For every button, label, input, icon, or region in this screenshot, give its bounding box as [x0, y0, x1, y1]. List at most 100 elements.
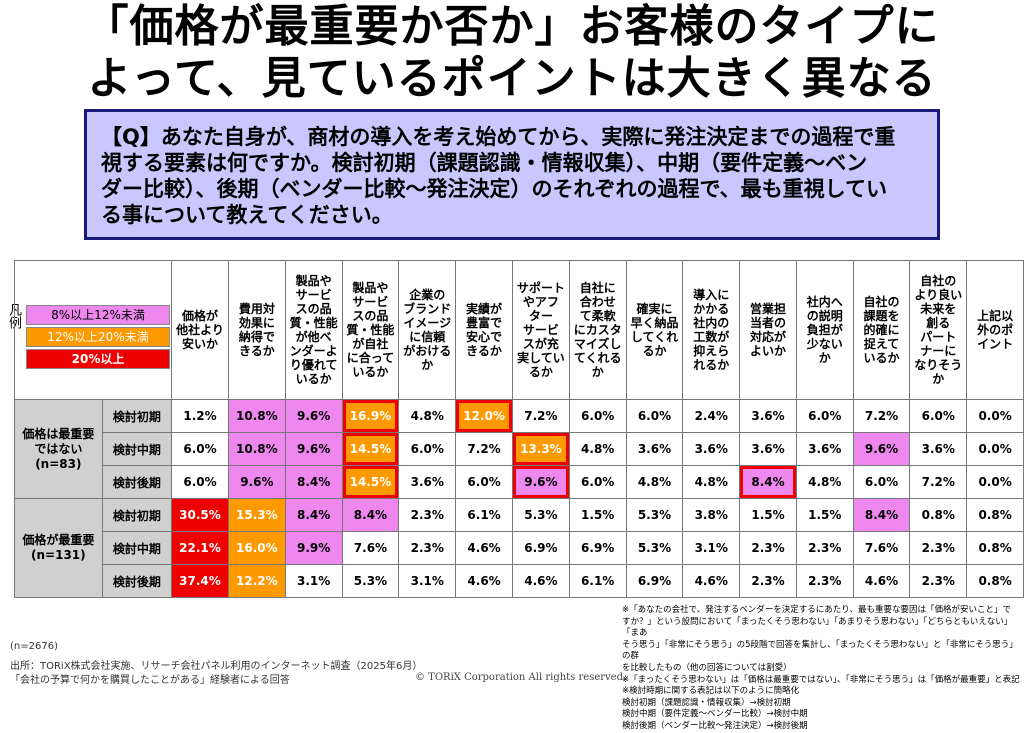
- column-header-line: やアフ: [522, 295, 559, 309]
- column-header-line: ター: [528, 309, 553, 323]
- column-header-line: 捉えて: [863, 337, 900, 351]
- value-cell: 3.6%: [795, 432, 854, 466]
- footnote-line: を比較したもの（他の回答については割愛）: [622, 662, 792, 673]
- stage-label: 検討初期: [101, 399, 173, 433]
- header-blank: [13, 260, 173, 400]
- column-header-line: 質・性能: [346, 323, 395, 337]
- column-header-line: り優れて: [289, 358, 338, 372]
- value-cell: 2.3%: [795, 531, 854, 565]
- value-cell: 4.6%: [455, 564, 513, 598]
- value-cell: 0.8%: [966, 498, 1024, 532]
- column-header-line: パート: [920, 330, 957, 344]
- column-header-line: 抑えら: [693, 344, 730, 358]
- footer-source: (n=2676) 出所：TORiX株式会社実施、リサーチ会社パネル利用のインター…: [10, 640, 422, 688]
- value-cell: 6.9%: [511, 531, 570, 565]
- value-cell: 6.1%: [568, 564, 627, 598]
- value-cell: 1.2%: [171, 399, 229, 433]
- column-header-line: れるか: [693, 358, 730, 372]
- column-header-line: 上記以: [977, 309, 1014, 323]
- value-cell: 3.6%: [739, 432, 797, 466]
- value-cell: 4.6%: [852, 564, 911, 598]
- column-header-line: 的確に: [863, 323, 900, 337]
- footnote-line: 検討後期（ベンダー比較〜発注決定）→検討後期: [622, 720, 808, 731]
- column-header-line: 早く納品: [630, 316, 679, 330]
- footnote-line: ※「あなたの会社で、発注するベンダーを決定するにあたり、最も重要な要因は「価格が…: [622, 605, 1011, 615]
- column-header-line: 質・性能: [289, 316, 338, 330]
- column-header: 価格が 他社より 安いか: [171, 260, 229, 400]
- footnote-line: ※「まったくそう思わない」は「価格は最重要ではない」、「非常にそう思う」は「価格…: [622, 674, 1020, 685]
- table-row: 価格が最重要 (n=131) 検討初期 30.5% 15.3% 8.4% 8.4% 2.3% 6…: [14, 498, 1024, 598]
- column-header-line: 安心で: [466, 330, 503, 344]
- column-header-line: イント: [977, 337, 1014, 351]
- group-label-line: ではない: [34, 441, 83, 456]
- stage-label: 検討後期: [101, 564, 173, 598]
- footnote-line: すか？」という設問において「まったくそう思わない」「あまりそう思わない」「どちら…: [622, 616, 1013, 639]
- stage-label: 検討中期: [101, 531, 173, 565]
- column-header-line: 少ない: [806, 337, 843, 351]
- value-cell: 1.5%: [795, 498, 854, 532]
- footnote-line: 検討初期（課題認識・情報収集）→検討初期: [622, 697, 791, 708]
- value-cell: 9.6%: [284, 399, 343, 433]
- column-header-line: 他社より: [176, 323, 224, 337]
- column-header-line: 豊富で: [466, 316, 503, 330]
- column-header-line: にカスタ: [573, 323, 622, 337]
- column-header: 自社に 合わせ て柔軟 にカスタ マイズし てくれるか: [568, 260, 627, 400]
- column-header-line: してくれ: [630, 330, 679, 344]
- value-cell: 6.0%: [171, 432, 229, 466]
- column-header-line: 実績が: [466, 302, 503, 316]
- value-cell: 3.1%: [284, 564, 343, 598]
- value-cell: 5.3%: [341, 564, 400, 598]
- value-cell: 7.2%: [455, 432, 513, 466]
- column-header-line: 効果に: [238, 316, 275, 330]
- column-header-line: きるか: [238, 344, 275, 358]
- value-cell: 6.0%: [171, 465, 229, 499]
- value-cell: 0.0%: [966, 432, 1024, 466]
- group-label: 価格が最重要 (n=131): [14, 498, 103, 598]
- value-cell: 9.6%: [284, 432, 343, 466]
- column-header-line: サポート: [516, 281, 565, 295]
- column-header-line: なりそう: [914, 358, 963, 372]
- value-cell: 6.0%: [625, 399, 684, 433]
- value-cell: 3.1%: [682, 531, 741, 565]
- table-row: 価格は最重要 ではない (n=83) 検討初期 1.2% 10.8% 9.6% 16.9% 4.…: [14, 399, 1024, 499]
- column-header-line: イメージ: [403, 316, 452, 330]
- value-cell: 2.3%: [909, 564, 968, 598]
- value-cell: 6.0%: [568, 399, 627, 433]
- column-header-line: 課題を: [863, 309, 900, 323]
- value-cell: 8.4%: [284, 498, 343, 532]
- results-table: 価格が 他社より 安いか 費用対 効果に 納得で きるか 製品や サービ スの品 質・性能 が他ベ ンダ…: [13, 260, 1024, 598]
- column-header: 確実に 早く納品 してくれ るか: [625, 260, 684, 400]
- value-cell: 13.3%: [511, 432, 570, 466]
- value-cell: 3.6%: [625, 432, 684, 466]
- column-header: 製品や サービ スの品 質・性能 が自社 に合って いるか: [341, 260, 400, 400]
- value-cell: 0.0%: [966, 399, 1024, 433]
- column-header-line: 費用対: [238, 302, 275, 316]
- column-header-line: サービ: [352, 295, 389, 309]
- value-cell: 4.8%: [398, 399, 457, 433]
- value-cell: 6.0%: [455, 465, 513, 499]
- value-cell: 16.0%: [227, 531, 286, 565]
- column-header-line: 企業の: [409, 288, 446, 302]
- value-cell: 9.6%: [511, 465, 570, 499]
- value-cell: 8.4%: [284, 465, 343, 499]
- value-cell: 30.5%: [171, 498, 229, 532]
- column-header-line: かかる: [693, 302, 730, 316]
- value-cell: 3.8%: [682, 498, 741, 532]
- value-cell: 3.1%: [398, 564, 457, 598]
- value-cell: 4.6%: [682, 564, 741, 598]
- column-header-line: 社内の: [693, 316, 730, 330]
- value-cell: 2.3%: [398, 531, 457, 565]
- column-header-line: スの品: [295, 302, 332, 316]
- column-header-line: か: [421, 358, 434, 372]
- value-cell: 6.0%: [398, 432, 457, 466]
- value-cell: 4.6%: [455, 531, 513, 565]
- value-cell: 5.3%: [511, 498, 570, 532]
- group-label-line: (n=131): [31, 548, 86, 562]
- table-row: 検討後期 6.0% 9.6% 8.4% 14.5% 3.6% 6.0% 9.6% 6.0% 4.8…: [15, 465, 1024, 499]
- value-cell: 4.8%: [625, 465, 684, 499]
- value-cell: 2.3%: [739, 531, 797, 565]
- column-header-line: が自社: [352, 337, 389, 351]
- value-cell: 16.9%: [341, 399, 400, 433]
- column-header-line: 確実に: [636, 302, 673, 316]
- column-header-line: ンダーよ: [289, 344, 338, 358]
